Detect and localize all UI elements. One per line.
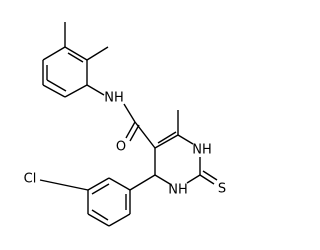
molecule-diagram: NH O NH NH S Cl bbox=[24, 22, 226, 227]
atom-label: NH bbox=[192, 143, 212, 158]
bonds bbox=[39, 22, 218, 227]
atom-label: O bbox=[116, 140, 126, 155]
atom-label: NH bbox=[104, 91, 124, 106]
atom-label: NH bbox=[168, 183, 188, 198]
atom-label: S bbox=[218, 182, 226, 197]
atom-label: Cl bbox=[24, 172, 37, 187]
